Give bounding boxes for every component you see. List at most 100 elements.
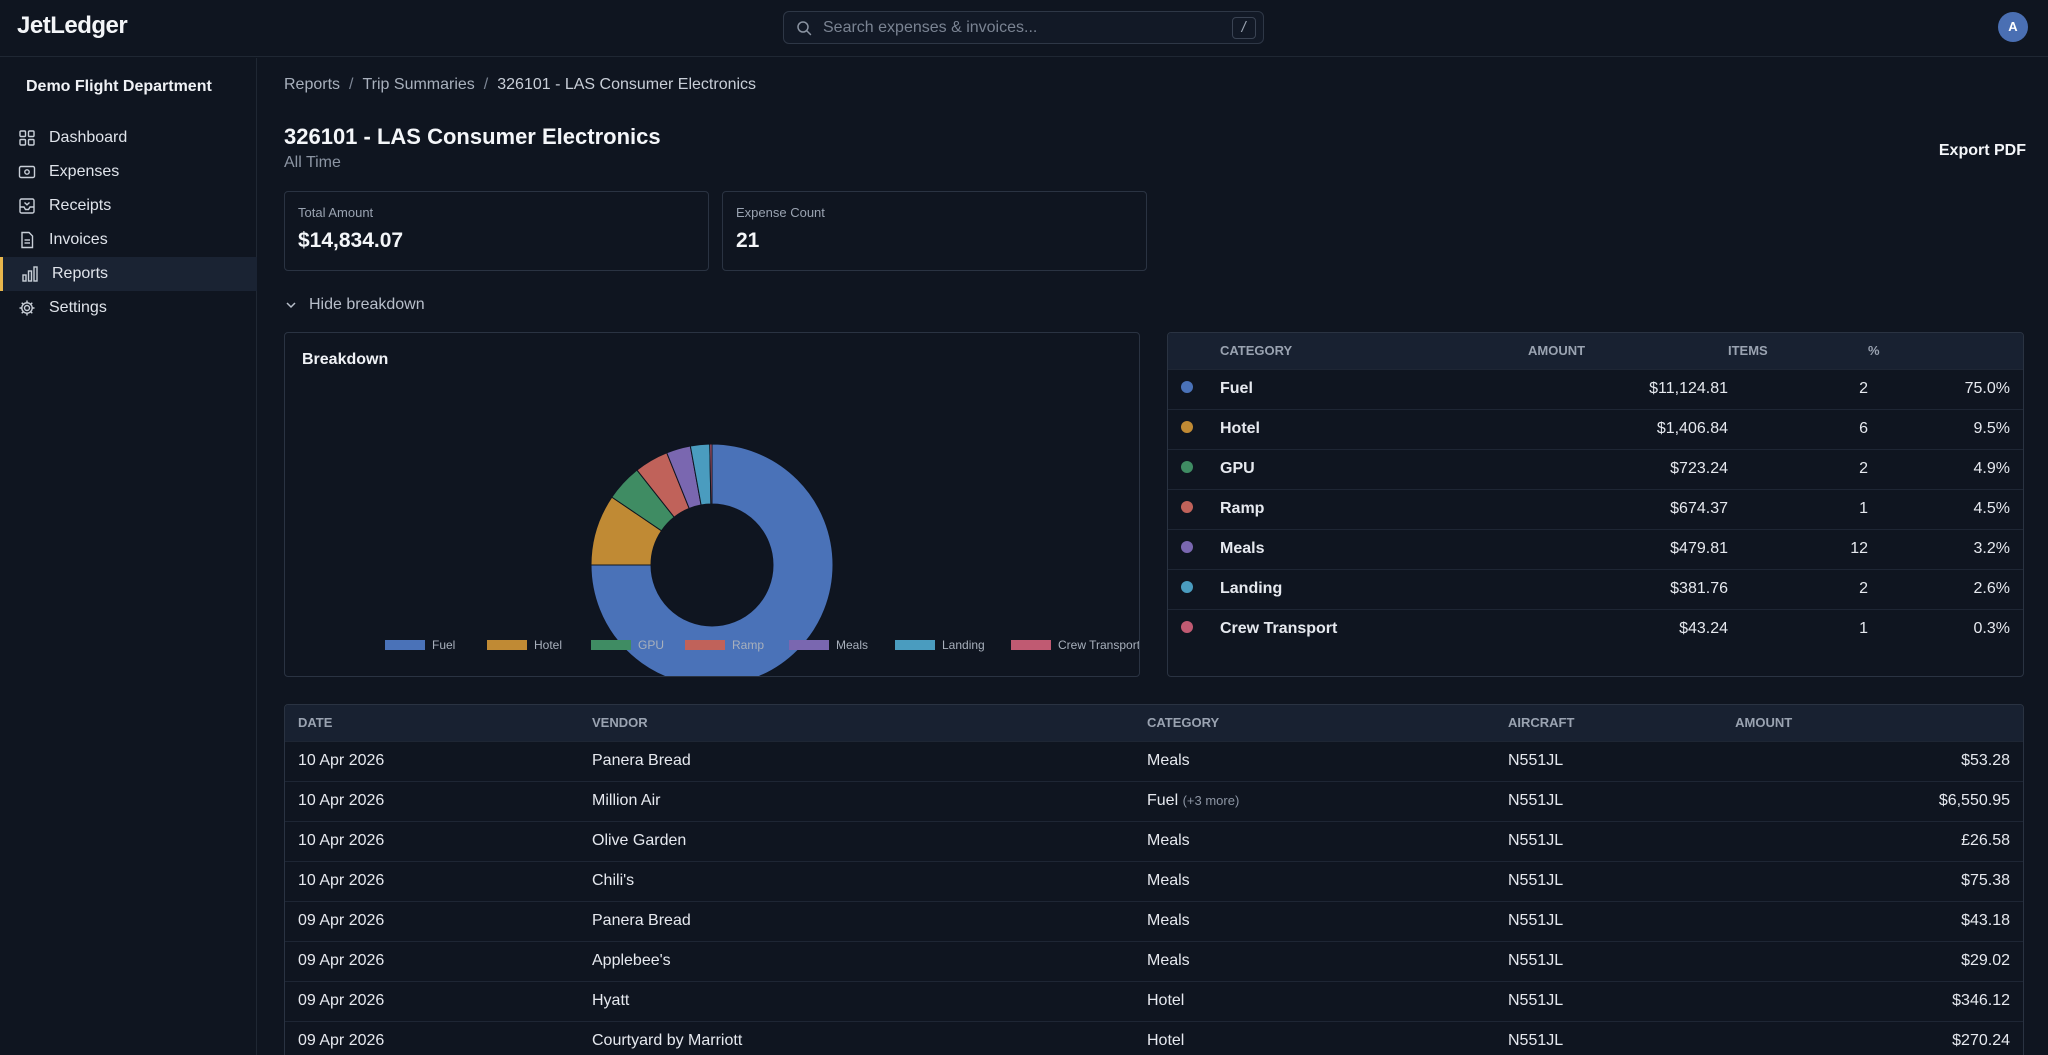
sidebar-item-receipts[interactable]: Receipts [0, 189, 257, 223]
expense-amount: $75.38 [1735, 860, 2023, 901]
category-row: Fuel $11,124.81 2 75.0% [1168, 368, 2023, 409]
legend-label[interactable]: Ramp [732, 638, 764, 652]
expense-aircraft: N551JL [1508, 820, 1736, 861]
header-vendor: VENDOR [592, 705, 1147, 741]
expense-row[interactable]: 09 Apr 2026 Hyatt Hotel N551JL $346.12 [285, 980, 2023, 1021]
category-pct: 75.0% [1868, 368, 2023, 409]
breadcrumb-separator: / [483, 76, 489, 93]
expense-table-header: DATE VENDOR CATEGORY AIRCRAFT AMOUNT [285, 705, 2023, 741]
category-pct: 3.2% [1868, 528, 2023, 569]
category-items: 6 [1728, 408, 1868, 449]
expense-row[interactable]: 09 Apr 2026 Panera Bread Meals N551JL $43.1… [285, 900, 2023, 941]
expense-category: Meals [1147, 952, 1190, 969]
expense-vendor: Hyatt [592, 980, 1147, 1021]
expense-amount: £26.58 [1735, 820, 2023, 861]
category-pct: 4.5% [1868, 488, 2023, 529]
sidebar-item-label: Receipts [49, 197, 112, 214]
expense-vendor: Million Air [592, 780, 1147, 821]
sidebar-item-label: Invoices [49, 231, 108, 248]
donut-slice-crew-transport[interactable] [709, 443, 713, 505]
category-color-dot [1181, 421, 1193, 433]
donut-slice-fuel[interactable] [590, 443, 834, 676]
legend-label[interactable]: Crew Transport [1058, 638, 1139, 652]
sidebar-item-expenses[interactable]: Expenses [0, 155, 257, 189]
expense-aircraft: N551JL [1508, 860, 1736, 901]
category-items: 2 [1728, 568, 1868, 609]
expense-vendor: Panera Bread [592, 740, 1147, 781]
hide-breakdown-toggle[interactable]: Hide breakdown [284, 296, 425, 314]
category-name: Landing [1220, 568, 1528, 609]
expense-row[interactable]: 09 Apr 2026 Applebee's Meals N551JL $29.02 [285, 940, 2023, 981]
category-name: Fuel [1220, 368, 1528, 409]
breadcrumb-trip-summaries[interactable]: Trip Summaries [362, 76, 475, 93]
user-avatar[interactable]: A [1998, 12, 2028, 42]
legend-swatch[interactable] [895, 640, 935, 650]
search-icon [797, 21, 812, 36]
expense-aircraft: N551JL [1508, 780, 1736, 821]
expense-amount: $6,550.95 [1735, 780, 2023, 821]
expense-amount: $270.24 [1735, 1020, 2023, 1055]
legend-label[interactable]: Fuel [432, 638, 455, 652]
expense-row[interactable]: 10 Apr 2026 Million Air Fuel (+3 more) N551… [285, 780, 2023, 821]
expense-amount: $43.18 [1735, 900, 2023, 941]
category-items: 2 [1728, 448, 1868, 489]
legend-swatch[interactable] [685, 640, 725, 650]
export-pdf-button[interactable]: Export PDF [1938, 142, 2026, 159]
category-amount: $674.37 [1528, 488, 1728, 529]
expense-aircraft: N551JL [1508, 980, 1736, 1021]
total-amount-card: Total Amount $14,834.07 [284, 191, 709, 271]
app-logo[interactable]: JetLedger [17, 12, 128, 39]
category-items: 2 [1728, 368, 1868, 409]
gear-icon [19, 300, 35, 316]
category-pct: 0.3% [1868, 608, 2023, 649]
legend-swatch[interactable] [591, 640, 631, 650]
header-amount: AMOUNT [1528, 333, 1728, 369]
sidebar-item-label: Expenses [49, 163, 120, 180]
sidebar-item-invoices[interactable]: Invoices [0, 223, 257, 257]
expense-category: Meals [1147, 832, 1190, 849]
breadcrumb-reports[interactable]: Reports [284, 76, 341, 93]
expense-row[interactable]: 10 Apr 2026 Chili's Meals N551JL $75.38 [285, 860, 2023, 901]
expense-vendor: Panera Bread [592, 900, 1147, 941]
expense-category-cell: Hotel [1147, 1020, 1508, 1055]
expense-row[interactable]: 09 Apr 2026 Courtyard by Marriott Hotel N5… [285, 1020, 2023, 1055]
legend-swatch[interactable] [1011, 640, 1051, 650]
category-name: Crew Transport [1220, 608, 1528, 649]
category-dot-cell [1168, 608, 1220, 649]
legend-label[interactable]: Meals [836, 638, 868, 652]
legend-swatch[interactable] [487, 640, 527, 650]
expense-vendor: Courtyard by Marriott [592, 1020, 1147, 1055]
legend-label[interactable]: GPU [638, 638, 664, 652]
expense-vendor: Olive Garden [592, 820, 1147, 861]
expense-amount: $29.02 [1735, 940, 2023, 981]
header-amount: AMOUNT [1735, 705, 2023, 741]
expense-category-cell: Meals [1147, 940, 1508, 981]
header-category: CATEGORY [1147, 705, 1508, 741]
expense-date: 09 Apr 2026 [285, 940, 592, 981]
breadcrumb-current: 326101 - LAS Consumer Electronics [497, 76, 757, 93]
expense-category-cell: Meals [1147, 860, 1508, 901]
sidebar-item-dashboard[interactable]: Dashboard [0, 121, 257, 155]
category-dot-cell [1168, 368, 1220, 409]
legend-label[interactable]: Landing [942, 638, 985, 652]
header-items: ITEMS [1728, 333, 1868, 369]
expense-category-cell: Fuel (+3 more) [1147, 780, 1508, 821]
sidebar-item-settings[interactable]: Settings [0, 291, 257, 325]
expense-category: Meals [1147, 872, 1190, 889]
legend-label[interactable]: Hotel [534, 638, 562, 652]
search-input[interactable]: Search expenses & invoices... / [783, 11, 1264, 44]
expense-category-cell: Hotel [1147, 980, 1508, 1021]
stat-label: Expense Count [736, 205, 825, 220]
category-color-dot [1181, 381, 1193, 393]
main-content: Reports / Trip Summaries / 326101 - LAS Cons… [258, 58, 2048, 1055]
expense-row[interactable]: 10 Apr 2026 Panera Bread Meals N551JL $53.2… [285, 740, 2023, 781]
expense-row[interactable]: 10 Apr 2026 Olive Garden Meals N551JL £26.5… [285, 820, 2023, 861]
expense-date: 10 Apr 2026 [285, 740, 592, 781]
sidebar-item-reports[interactable]: Reports [0, 257, 257, 291]
legend-swatch[interactable] [789, 640, 829, 650]
expense-amount: $346.12 [1735, 980, 2023, 1021]
expense-aircraft: N551JL [1508, 940, 1736, 981]
file-icon [21, 231, 34, 249]
search-shortcut-badge: / [1232, 17, 1256, 39]
legend-swatch[interactable] [385, 640, 425, 650]
